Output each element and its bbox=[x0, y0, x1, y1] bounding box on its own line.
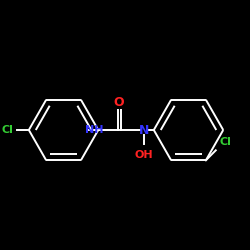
Text: N: N bbox=[139, 124, 149, 136]
Text: Cl: Cl bbox=[220, 137, 232, 147]
Text: NH: NH bbox=[85, 125, 103, 135]
Text: OH: OH bbox=[134, 150, 153, 160]
Text: O: O bbox=[114, 96, 124, 108]
Text: Cl: Cl bbox=[1, 125, 13, 135]
